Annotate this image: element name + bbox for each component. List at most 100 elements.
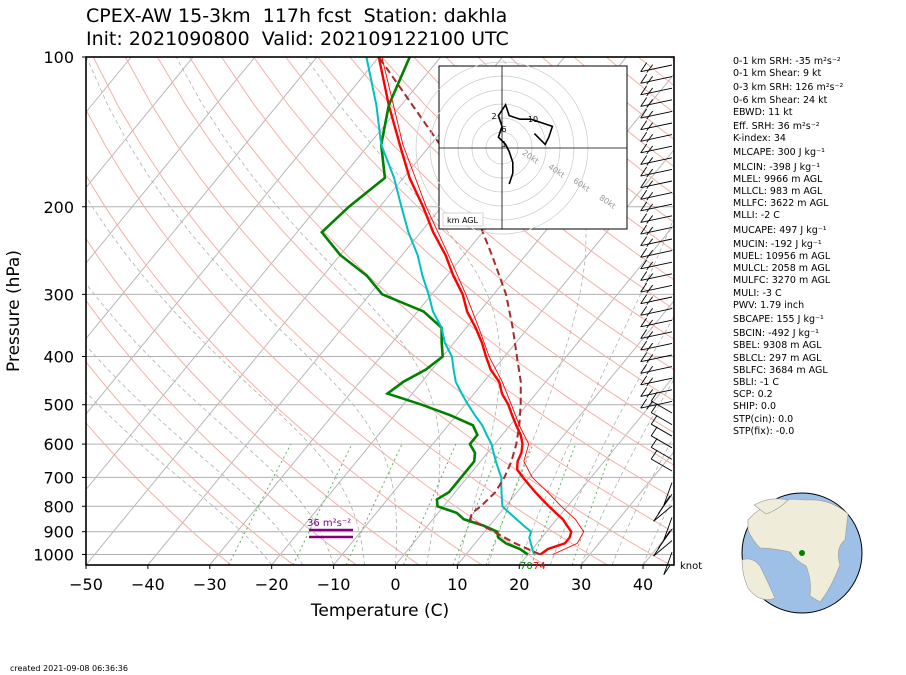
index-line: Eff. SRH: 36 m²s⁻²: [733, 121, 820, 133]
wind-barb: [640, 306, 673, 317]
wind-barb: [640, 271, 673, 282]
wind-barb: [640, 294, 673, 305]
x-tick-label: 0: [390, 575, 400, 594]
index-line: MLEL: 9966 m AGL: [733, 173, 823, 185]
moist-adiabat: [86, 57, 398, 565]
hodograph-height-label: 6: [501, 125, 506, 134]
x-tick-label: −20: [255, 575, 289, 594]
index-line: 0-1 km Shear: 9 kt: [733, 68, 822, 80]
moist-adiabat: [86, 345, 303, 565]
wind-barb: [640, 236, 673, 247]
wind-barb: [640, 120, 673, 131]
moist-adiabat: [642, 495, 674, 565]
wind-barb: [640, 97, 673, 108]
x-tick-label: −30: [193, 575, 227, 594]
y-tick-label: 200: [43, 198, 74, 217]
wind-barb: [650, 414, 673, 437]
wind-barb: [640, 375, 673, 387]
wind-barb: [640, 178, 673, 189]
wind-barb: [640, 259, 673, 271]
x-tick-label: −50: [69, 575, 103, 594]
dry-adiabat: [86, 422, 232, 565]
wind-barb: [640, 248, 673, 259]
dry-adiabat: [86, 361, 295, 565]
dry-adiabat: [188, 57, 674, 499]
hodograph-units-label: km AGL: [447, 216, 479, 225]
y-tick-label: 1000: [33, 545, 74, 564]
index-line: MUCIN: -192 J kg⁻¹: [733, 238, 822, 250]
moist-adiabat: [611, 435, 674, 565]
y-tick-label: 300: [43, 285, 74, 304]
wind-barb: [663, 517, 673, 541]
mixing-ratio-line: [485, 443, 534, 565]
wind-units-label: knot: [680, 561, 702, 572]
index-line: 0-3 km SRH: 126 m²s⁻²: [733, 82, 844, 94]
index-line: MUEL: 10956 m AGL: [733, 251, 831, 263]
isotherm-line: [518, 375, 674, 565]
index-line: 0-1 km SRH: -35 m²s⁻²: [733, 56, 841, 67]
y-tick-label: 600: [43, 435, 74, 454]
wind-barb: [640, 282, 673, 294]
wind-barb: [640, 213, 673, 224]
index-line: STP(fix): -0.0: [733, 425, 795, 437]
mixing-ratio-line: [403, 443, 457, 565]
mixing-ratio-line: [452, 443, 503, 565]
x-tick-label: −40: [131, 575, 165, 594]
dry-adiabat: [413, 57, 674, 281]
hodograph-height-label: 2: [491, 112, 496, 121]
mixing-ratio-line: [292, 443, 353, 565]
wind-barb: [650, 449, 673, 472]
y-axis-label: Pressure (hPa): [4, 250, 24, 372]
index-line: SBEL: 9308 m AGL: [733, 340, 822, 352]
wind-barb: [653, 540, 673, 557]
index-line: MLCAPE: 300 J kg⁻¹: [733, 147, 825, 159]
y-tick-label: 400: [43, 348, 74, 367]
wetbulb-line: [365, 57, 536, 555]
wind-barb: [640, 62, 673, 73]
wind-barb: [640, 317, 673, 329]
index-line: MULFC: 3270 m AGL: [733, 275, 831, 287]
moist-adiabat: [175, 57, 441, 565]
index-line: SCP: 0.2: [733, 389, 773, 401]
wind-barb: [653, 505, 673, 522]
dry-adiabat: [124, 57, 671, 565]
wind-barb: [650, 438, 673, 460]
x-tick-label: 40: [633, 575, 653, 594]
moist-adiabat: [549, 315, 674, 565]
wind-barb: [663, 552, 673, 576]
wind-barb: [640, 143, 673, 155]
dewpoint-line: [320, 57, 529, 556]
globe-land-south-america: [741, 558, 776, 600]
x-tick-label: −10: [317, 575, 351, 594]
parcel-line: [377, 57, 541, 556]
wind-barb: [640, 387, 673, 398]
dry-adiabat: [381, 57, 674, 310]
wind-barb: [663, 482, 673, 506]
index-line: MLLI: -2 C: [733, 210, 780, 222]
index-line: K-index: 34: [733, 133, 786, 145]
wind-barb: [650, 391, 673, 414]
moist-adiabat: [305, 57, 501, 565]
mixing-ratio-line: [571, 443, 615, 565]
index-line: SBLCL: 297 m AGL: [733, 352, 822, 364]
moist-adiabat: [86, 195, 365, 565]
x-axis-label: Temperature (C): [310, 601, 449, 621]
isotherm-line: [86, 57, 194, 189]
index-line: MLLFC: 3622 m AGL: [733, 198, 829, 210]
surface-dewpoint-label: 70: [520, 561, 533, 572]
chart-subtitle: Init: 2021090800 Valid: 202109122100 UTC: [86, 28, 509, 50]
globe-inset: [741, 492, 863, 614]
dry-adiabat: [221, 57, 674, 466]
y-tick-label: 900: [43, 523, 74, 542]
mixing-ratio-line: [530, 443, 577, 565]
wind-barb: [650, 403, 673, 425]
isotherm-line: [86, 57, 442, 491]
y-tick-label: 700: [43, 468, 74, 487]
index-line: SHIP: 0.0: [733, 401, 777, 413]
index-line: MULCL: 2058 m AGL: [733, 263, 831, 275]
surface-temp-label: 74: [533, 561, 546, 572]
wind-barb: [640, 132, 673, 143]
dry-adiabat: [92, 57, 608, 565]
dry-adiabat: [349, 57, 674, 340]
